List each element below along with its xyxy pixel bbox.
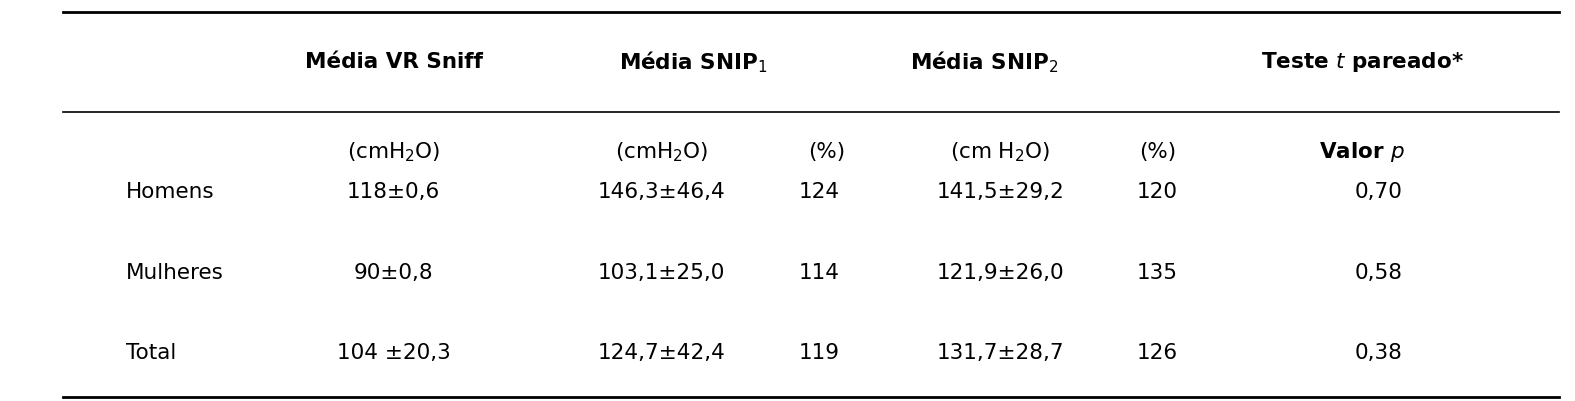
Text: Média VR Sniff: Média VR Sniff [304, 52, 484, 72]
Text: (%): (%) [808, 142, 846, 162]
Text: 103,1±25,0: 103,1±25,0 [598, 263, 724, 283]
Text: (cm H$_2$O): (cm H$_2$O) [950, 141, 1051, 164]
Text: 90±0,8: 90±0,8 [354, 263, 433, 283]
Text: 135: 135 [1137, 263, 1178, 283]
Text: 146,3±46,4: 146,3±46,4 [597, 182, 726, 203]
Text: (%): (%) [1139, 142, 1177, 162]
Text: Mulheres: Mulheres [126, 263, 224, 283]
Text: 119: 119 [799, 343, 839, 363]
Text: 131,7±28,7: 131,7±28,7 [936, 343, 1065, 363]
Text: 124,7±42,4: 124,7±42,4 [597, 343, 726, 363]
Text: 120: 120 [1137, 182, 1178, 203]
Text: 0,38: 0,38 [1354, 343, 1402, 363]
Text: (cmH$_2$O): (cmH$_2$O) [614, 141, 709, 164]
Text: Homens: Homens [126, 182, 214, 203]
Text: 124: 124 [799, 182, 839, 203]
Text: 0,58: 0,58 [1354, 263, 1402, 283]
Text: 126: 126 [1137, 343, 1178, 363]
Text: 118±0,6: 118±0,6 [346, 182, 441, 203]
Text: Valor $\it{p}$: Valor $\it{p}$ [1320, 140, 1405, 164]
Text: Teste $\it{t}$ pareado*: Teste $\it{t}$ pareado* [1262, 50, 1463, 74]
Text: Média SNIP$_2$: Média SNIP$_2$ [910, 49, 1058, 75]
Text: Total: Total [126, 343, 176, 363]
Text: 121,9±26,0: 121,9±26,0 [936, 263, 1065, 283]
Text: 104 ±20,3: 104 ±20,3 [337, 343, 450, 363]
Text: 0,70: 0,70 [1354, 182, 1402, 203]
Text: 141,5±29,2: 141,5±29,2 [936, 182, 1065, 203]
Text: (cmH$_2$O): (cmH$_2$O) [346, 141, 441, 164]
Text: Média SNIP$_1$: Média SNIP$_1$ [619, 49, 767, 75]
Text: 114: 114 [799, 263, 839, 283]
